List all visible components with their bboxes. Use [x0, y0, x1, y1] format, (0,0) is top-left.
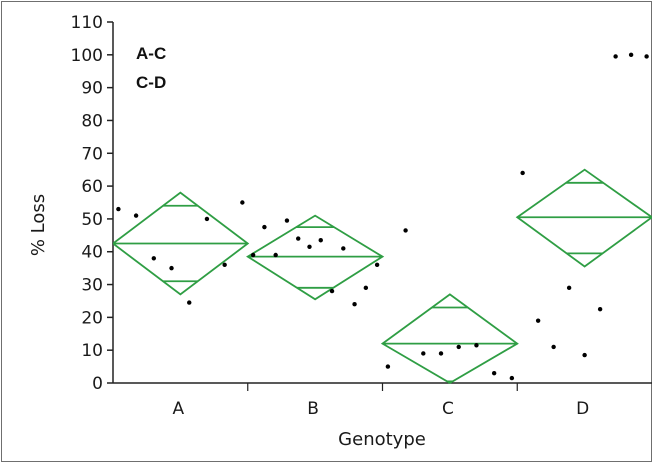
data-point-C: [474, 343, 479, 348]
data-point-B: [329, 288, 335, 294]
y-tick-label: 60: [81, 177, 103, 197]
data-point-D: [535, 318, 541, 323]
x-tick-label: D: [576, 399, 589, 419]
y-tick-label: 50: [81, 210, 103, 230]
data-point-D: [597, 306, 603, 312]
annotation-a-c: A-C: [136, 44, 166, 63]
data-point-B: [296, 236, 301, 241]
data-point-B: [352, 302, 357, 307]
data-point-B: [307, 244, 312, 250]
means-diamond-D: [515, 168, 652, 268]
x-tick-label: C: [442, 399, 454, 419]
data-point-D: [613, 54, 618, 59]
y-axis-title: % Loss: [28, 194, 49, 256]
y-tick-label: 0: [92, 374, 103, 394]
data-point-B: [341, 246, 346, 251]
x-tick-label: A: [173, 399, 185, 419]
y-tick-label: 80: [81, 111, 103, 131]
data-point-B: [250, 252, 256, 258]
y-tick-label: 100: [71, 46, 103, 66]
x-tick-label: B: [307, 399, 319, 419]
data-point-A: [133, 213, 139, 218]
y-tick-label: 30: [81, 276, 103, 296]
y-tick-label: 110: [71, 13, 103, 33]
data-point-D: [520, 170, 525, 176]
data-point-B: [363, 285, 369, 291]
data-point-D: [566, 285, 572, 291]
data-point-A: [222, 262, 227, 268]
data-point-C: [385, 364, 391, 369]
data-point-A: [187, 300, 192, 305]
data-point-A: [116, 206, 121, 212]
data-point-C: [421, 351, 426, 356]
y-tick-label: 40: [81, 243, 103, 263]
data-point-C: [438, 351, 444, 356]
y-tick-label: 90: [81, 79, 103, 99]
y-tick-label: 10: [81, 341, 103, 361]
data-point-C: [509, 375, 515, 381]
x-axis-title: Genotype: [338, 429, 426, 450]
data-point-A: [204, 216, 210, 222]
data-point-D: [551, 344, 556, 350]
data-point-B: [262, 224, 267, 230]
data-point-A: [240, 200, 245, 205]
data-point-C: [403, 228, 408, 233]
data-point-B: [374, 262, 380, 268]
data-point-D: [582, 352, 587, 358]
annotation-c-d: C-D: [136, 73, 166, 92]
data-point-B: [318, 238, 323, 243]
y-tick-label: 70: [81, 144, 103, 164]
data-point-D: [628, 52, 634, 58]
data-point-A: [169, 265, 174, 271]
data-point-B: [273, 252, 278, 258]
data-point-C: [491, 370, 497, 376]
data-point-C: [456, 344, 461, 350]
data-point-A: [151, 256, 157, 261]
y-tick-label: 20: [81, 308, 103, 328]
data-point-D: [644, 54, 649, 59]
plot-area: 0 10 20 30 40 50 60 70 80 90 100 110 A B C D: [71, 13, 652, 419]
data-point-B: [284, 218, 290, 223]
